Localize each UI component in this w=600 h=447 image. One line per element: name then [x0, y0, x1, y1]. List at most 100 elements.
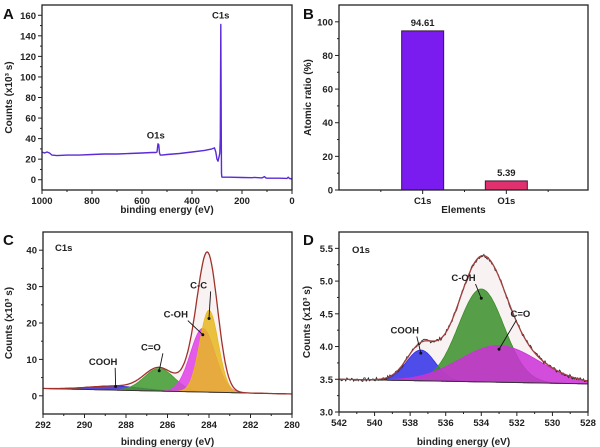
x-tick-label: 532: [509, 418, 525, 429]
y-tick-label: 5.0: [320, 277, 333, 288]
y-tick-label: 4.5: [320, 309, 334, 320]
x-tick-label: 400: [184, 196, 200, 207]
annotation-arrow-head: [201, 333, 205, 337]
survey-spectrum-line: [41, 23, 293, 180]
component-label: C-C: [190, 280, 207, 291]
y-tick-label: 60: [322, 85, 333, 96]
panel-letter-d: D: [303, 232, 314, 249]
peak-label: C1s: [212, 10, 229, 21]
x-axis-title: binding energy (eV): [121, 437, 214, 447]
annotation-arrow-head: [207, 316, 211, 320]
x-category-label: O1s: [497, 196, 515, 207]
peak-label: O1s: [147, 131, 165, 142]
panel-subtitle: C1s: [55, 243, 72, 254]
envelope-line: [43, 251, 292, 395]
annotation-arrow-head: [114, 385, 118, 389]
annotation-arrow: [416, 336, 422, 354]
component-label: C-OH: [164, 310, 188, 321]
y-tick-label: 80: [25, 93, 36, 104]
x-tick-label: 284: [201, 420, 218, 431]
y-tick-label: 60: [25, 114, 36, 125]
component-label: C=O: [141, 342, 161, 353]
panel-b-frame: [338, 4, 589, 191]
annotation-arrow: [475, 283, 482, 299]
y-axis-title: Counts (x10³ s): [4, 61, 15, 133]
x-axis-title: Elements: [441, 205, 486, 216]
x-tick-label: 1000: [31, 196, 52, 207]
y-tick-label: 100: [20, 72, 36, 83]
panel-b-atomic-ratio-bars: 94.61 C1s 5.39 O1s 0 20 40 60 80 100 Elements Atomi…: [303, 4, 589, 216]
panel-a-survey-spectrum: 0 20 40 60 80 100 120 140 160 1000 800 600 400 200 0 bi…: [4, 4, 295, 216]
y-tick-label: 20: [25, 155, 36, 166]
y-tick-label: 0: [328, 186, 333, 197]
y-axis-title: Atomic ratio (%): [303, 59, 314, 136]
x-tick-label: 282: [243, 420, 259, 431]
bar-value-label: 94.61: [411, 18, 435, 29]
annotation-arrow-head: [479, 296, 483, 300]
annotation-arrow: [158, 353, 164, 371]
y-tick-label: 40: [26, 246, 37, 257]
y-tick-label: 40: [322, 118, 333, 129]
panel-letter-b: B: [303, 6, 314, 23]
panel-letter-a: A: [3, 6, 14, 23]
y-tick-label: 10: [26, 355, 37, 366]
x-tick-label: 536: [438, 418, 454, 429]
y-tick-label: 0: [31, 175, 36, 186]
x-tick-label: 528: [580, 418, 596, 429]
y-axis-title: Counts (x10³ s): [4, 287, 15, 359]
panel-c-c1s-spectrum: COOH C=O C-OH C-C 0 10 20 30 40 292 290 288 286 284 28…: [4, 231, 300, 447]
x-tick-label: 292: [35, 420, 51, 431]
component-label: COOH: [391, 325, 420, 336]
y-tick-label: 100: [317, 17, 333, 28]
x-tick-label: 800: [84, 196, 100, 207]
x-axis-title: binding energy (eV): [417, 437, 510, 447]
x-tick-label: 0: [289, 196, 294, 207]
x-axis-title: binding energy (eV): [120, 205, 213, 216]
y-tick-label: 20: [322, 152, 333, 163]
x-tick-label: 542: [331, 418, 347, 429]
panel-d-o1s-spectrum: COOH C-OH C=O 3.0 3.5 4.0 4.5 5.0 5.5 542 540 538 53…: [302, 231, 596, 447]
y-tick-label: 5.5: [320, 244, 334, 255]
y-tick-label: 160: [20, 11, 36, 22]
y-axis-title: Counts (x10³ s): [302, 286, 313, 358]
bar-o1s: [484, 180, 528, 191]
panel-subtitle: O1s: [352, 245, 370, 256]
annotation-arrow-head: [497, 347, 501, 351]
x-tick-label: 534: [473, 418, 490, 429]
annotation-arrow: [208, 291, 212, 319]
y-tick-label: 30: [26, 282, 37, 293]
x-tick-label: 290: [77, 420, 93, 431]
x-tick-label: 200: [234, 196, 250, 207]
bar-c1s: [401, 30, 445, 191]
y-tick-label: 80: [322, 51, 333, 62]
x-tick-label: 600: [134, 196, 150, 207]
x-tick-label: 530: [544, 418, 560, 429]
bar-value-label: 5.39: [497, 168, 516, 179]
y-tick-label: 0: [32, 391, 37, 402]
annotation-arrow: [187, 320, 204, 336]
y-tick-label: 4.0: [320, 342, 333, 353]
x-tick-label: 280: [284, 420, 300, 431]
envelope-line: [339, 254, 589, 382]
x-category-label: C1s: [414, 196, 431, 207]
baseline-line: [338, 378, 589, 385]
panel-letter-c: C: [3, 232, 14, 249]
annotation-arrow-head: [419, 351, 423, 355]
y-tick-label: 140: [20, 31, 36, 42]
x-tick-label: 540: [367, 418, 383, 429]
y-tick-label: 3.5: [320, 375, 334, 386]
y-tick-label: 20: [26, 319, 37, 330]
x-tick-label: 538: [402, 418, 418, 429]
x-tick-label: 288: [118, 420, 134, 431]
component-label: COOH: [89, 357, 118, 368]
y-tick-label: 40: [25, 134, 36, 145]
component-label: C=O: [511, 309, 531, 320]
y-tick-label: 3.0: [320, 408, 333, 419]
annotation-arrow-head: [157, 369, 161, 373]
annotation-arrow: [498, 319, 517, 350]
y-tick-label: 120: [20, 52, 36, 63]
component-label: C-OH: [451, 273, 475, 284]
x-tick-label: 286: [160, 420, 176, 431]
panel-a-frame: [41, 4, 293, 191]
